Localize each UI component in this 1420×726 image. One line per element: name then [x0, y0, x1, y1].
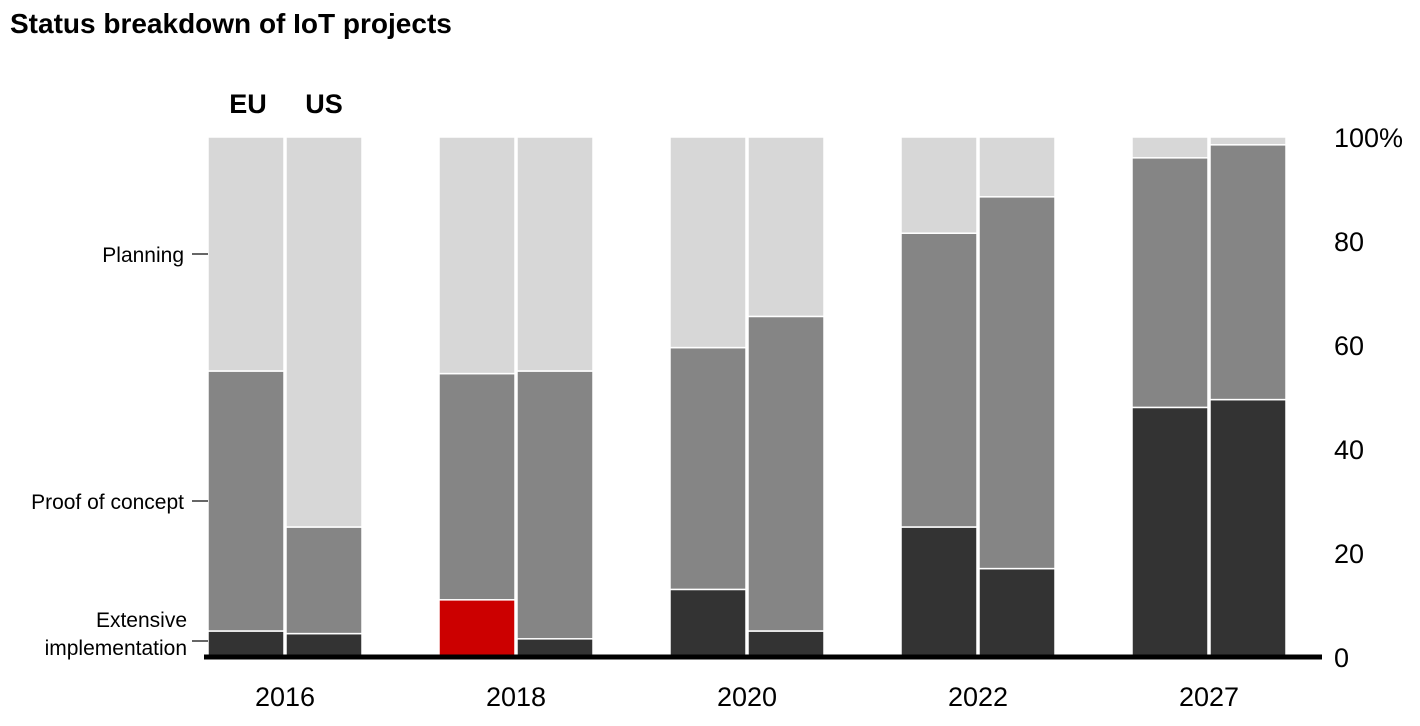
y-tick-label-20: 20: [1334, 539, 1364, 569]
x-tick-label-2022: 2022: [948, 682, 1008, 712]
bar-segment-planning-us-2022: [978, 136, 1056, 198]
y-tick-label-80: 80: [1334, 227, 1364, 257]
x-tick-label-2018: 2018: [486, 682, 546, 712]
bar-segment-extensive-implementation-us-2022: [978, 567, 1056, 658]
bar-segment-extensive-implementation-eu-2027: [1131, 406, 1209, 658]
bar-segment-extensive-implementation-us-2016: [285, 632, 363, 658]
bar-segment-planning-eu-2022: [900, 136, 978, 234]
category-label-planning: Planning: [102, 244, 184, 267]
bar-segment-planning-us-2018: [516, 136, 594, 372]
bar-segment-proof-of-concept-us-2027: [1209, 144, 1287, 401]
x-tick-label-2016: 2016: [255, 682, 315, 712]
bar-segment-extensive-implementation-eu-2016: [207, 630, 285, 658]
bar-segment-proof-of-concept-eu-2018: [438, 372, 516, 601]
bar-segment-planning-eu-2020: [669, 136, 747, 349]
bar-segment-proof-of-concept-us-2016: [285, 526, 363, 635]
bar-segment-proof-of-concept-eu-2027: [1131, 157, 1209, 409]
y-tick-label-100: 100%: [1334, 123, 1403, 153]
y-tick-label-0: 0: [1334, 643, 1349, 673]
bars-layer: [207, 136, 1287, 658]
bar-segment-proof-of-concept-eu-2022: [900, 232, 978, 528]
bar-segment-proof-of-concept-us-2018: [516, 370, 594, 640]
bar-segment-extensive-implementation-eu-2020: [669, 588, 747, 658]
bar-segment-planning-eu-2018: [438, 136, 516, 375]
x-tick-label-2020: 2020: [717, 682, 777, 712]
bar-segment-planning-eu-2027: [1131, 136, 1209, 159]
bar-segment-proof-of-concept-eu-2016: [207, 370, 285, 632]
bar-segment-planning-us-2027: [1209, 136, 1287, 146]
bar-segment-extensive-implementation-eu-2022: [900, 526, 978, 658]
chart-title: Status breakdown of IoT projects: [10, 8, 452, 39]
category-label-line: implementation: [45, 637, 187, 660]
bar-segment-planning-us-2020: [747, 136, 825, 318]
bar-segment-extensive-implementation-us-2020: [747, 630, 825, 658]
bar-segment-proof-of-concept-us-2020: [747, 315, 825, 632]
x-tick-label-2027: 2027: [1179, 682, 1239, 712]
bar-segment-planning-eu-2016: [207, 136, 285, 372]
labels-layer: EU US 2016 2018 2020 2022 2027 0 20 40 60 80 100% Pla…: [31, 89, 1403, 712]
bar-segment-proof-of-concept-eu-2020: [669, 346, 747, 591]
bar-segment-extensive-implementation-us-2018: [516, 638, 594, 658]
y-tick-label-40: 40: [1334, 435, 1364, 465]
region-label-us: US: [305, 89, 343, 119]
region-label-eu: EU: [229, 89, 267, 119]
bar-segment-proof-of-concept-us-2022: [978, 196, 1056, 570]
bar-segment-extensive-implementation-eu-2018: [438, 599, 516, 658]
bar-segment-planning-us-2016: [285, 136, 363, 528]
bar-segment-extensive-implementation-us-2027: [1209, 398, 1287, 658]
y-tick-label-60: 60: [1334, 331, 1364, 361]
category-label-line: Extensive: [96, 609, 187, 632]
category-label-proof-of-concept: Proof of concept: [31, 491, 184, 514]
